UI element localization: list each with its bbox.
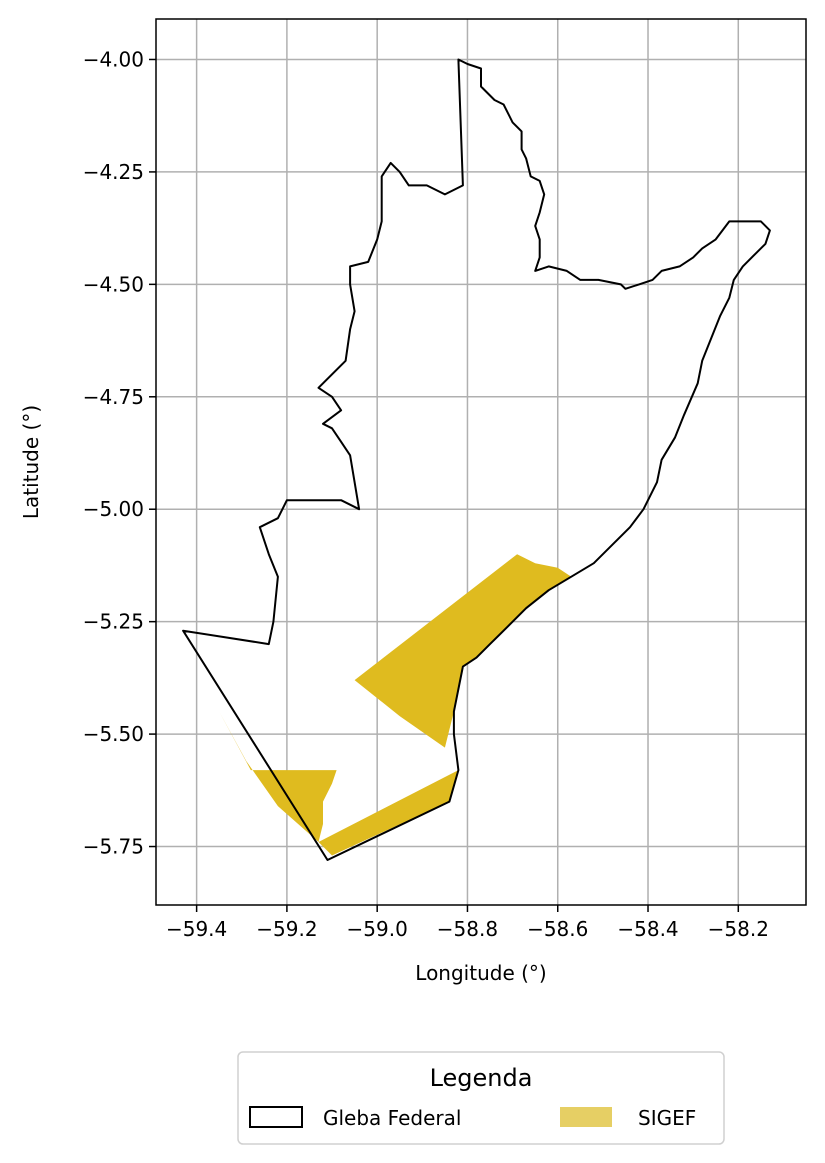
y-tick-label: −4.75 (83, 385, 144, 409)
legend-label-sigef: SIGEF (638, 1106, 696, 1130)
x-axis-title: Longitude (°) (415, 961, 546, 985)
legend-title: Legenda (430, 1064, 533, 1092)
y-tick-label: −4.50 (83, 272, 144, 296)
plot-frame (155, 18, 807, 906)
sigef-polygon (318, 770, 459, 856)
y-tick-label: −5.75 (83, 835, 144, 859)
grid-lines (156, 19, 806, 905)
y-tick-label: −4.00 (83, 47, 144, 71)
gleba-federal-boundary (182, 58, 771, 861)
map-layers (182, 58, 771, 861)
x-tick-label: −59.0 (347, 917, 408, 941)
x-tick-label: −58.6 (527, 917, 588, 941)
y-axis-title: Latitude (°) (19, 405, 43, 519)
legend: Legenda Gleba Federal SIGEF (237, 1051, 725, 1145)
sigef-polygon (354, 554, 572, 748)
y-tick-label: −5.50 (83, 722, 144, 746)
y-axis: −4.00 −4.25 −4.50 −4.75 −5.00 −5.25 −5.50 −5.75 (83, 47, 156, 859)
x-axis: −59.4 −59.2 −59.0 −58.8 −58.6 −58.4 −58.2 (166, 905, 769, 941)
x-tick-label: −58.4 (617, 917, 678, 941)
x-tick-label: −59.4 (166, 917, 227, 941)
y-tick-label: −4.25 (83, 160, 144, 184)
legend-label-gleba-federal: Gleba Federal (323, 1106, 461, 1130)
y-tick-label: −5.25 (83, 610, 144, 634)
sigef-polygon (219, 711, 337, 842)
x-tick-label: −58.8 (437, 917, 498, 941)
legend-swatch-gleba-federal (249, 1106, 303, 1128)
x-tick-label: −58.2 (708, 917, 769, 941)
legend-swatch-sigef (560, 1107, 612, 1127)
x-tick-label: −59.2 (256, 917, 317, 941)
y-tick-label: −5.00 (83, 497, 144, 521)
